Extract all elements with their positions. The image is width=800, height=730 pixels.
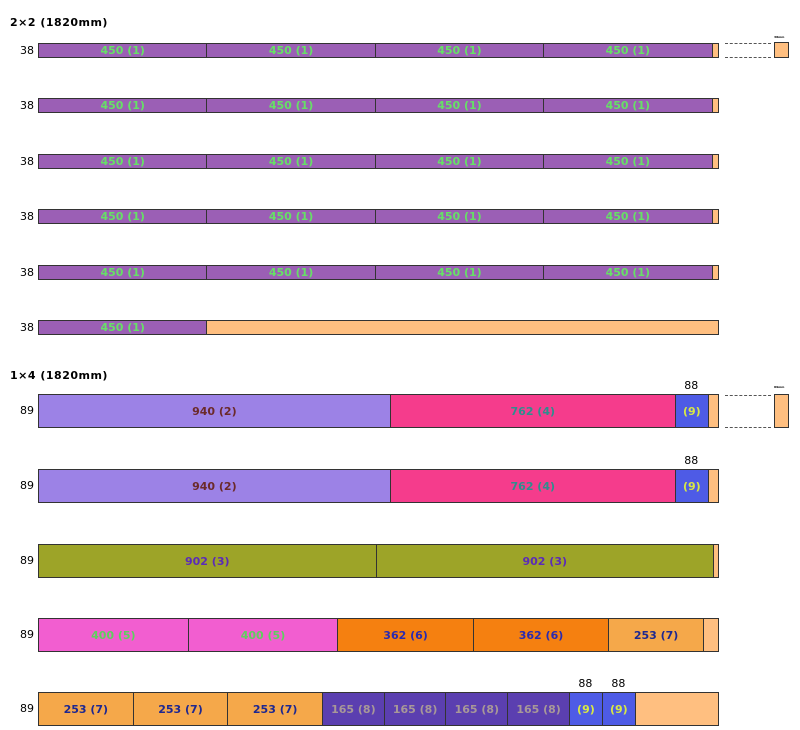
piece-length-label: 88 — [611, 677, 626, 690]
row-width-label: 89 — [20, 479, 34, 492]
section-title: 1×4 (1820mm) — [10, 369, 108, 382]
row-width-label: 38 — [20, 209, 34, 223]
row-width-label: 38 — [20, 265, 34, 279]
cut-piece: 450 (1) — [544, 44, 713, 57]
row-width-label: 89 — [20, 404, 34, 417]
cut-piece: 400 (5) — [39, 619, 189, 651]
cut-piece: 450 (1) — [544, 155, 713, 168]
cut-piece: 165 (8) — [446, 693, 509, 725]
board-bar: 450 (1) 450 (1) 450 (1) 450 (1) — [38, 265, 719, 280]
cut-piece: (9) — [569, 693, 603, 725]
row-width-label: 89 — [20, 554, 34, 567]
dashed-guide — [725, 57, 771, 58]
dashed-guide — [725, 43, 771, 44]
cut-piece: 450 (1) — [375, 44, 545, 57]
cut-piece: 450 (1) — [207, 99, 376, 112]
cut-piece: 762 (4) — [390, 395, 676, 427]
board-bar: 400 (5) 400 (5) 362 (6) 362 (6) 253 (7) — [38, 618, 719, 652]
cut-piece: 450 (1) — [375, 155, 545, 168]
board-bar: 253 (7) 253 (7) 253 (7) 165 (8) 165 (8) 165 (… — [38, 692, 719, 726]
cut-piece: 450 (1) — [39, 210, 208, 223]
piece-length-label: 88 — [578, 677, 593, 690]
row-width-label: 38 — [20, 154, 34, 168]
cut-piece: 450 (1) — [39, 44, 208, 57]
cut-piece: 400 (5) — [188, 619, 339, 651]
dashed-guide — [725, 427, 771, 428]
cut-piece: 450 (1) — [375, 210, 545, 223]
cut-piece: 450 (1) — [39, 99, 208, 112]
cut-piece: (9) — [675, 470, 709, 502]
cut-piece: 253 (7) — [39, 693, 134, 725]
cut-piece: (9) — [675, 395, 709, 427]
row-width-label: 89 — [20, 628, 34, 641]
board-bar: 450 (1) — [38, 320, 719, 335]
cut-piece: 362 (6) — [338, 619, 474, 651]
dashed-guide — [725, 395, 771, 396]
cut-piece: 902 (3) — [376, 545, 714, 577]
cut-piece: 450 (1) — [375, 99, 545, 112]
cut-piece: 253 (7) — [609, 619, 704, 651]
cut-piece: 362 (6) — [473, 619, 610, 651]
cut-piece: 450 (1) — [544, 210, 713, 223]
cut-piece: 762 (4) — [390, 470, 676, 502]
board-bar: 940 (2) 762 (4) (9) — [38, 394, 719, 428]
cut-piece: 165 (8) — [384, 693, 447, 725]
board-bar: 902 (3) 902 (3) — [38, 544, 719, 578]
cut-piece: 940 (2) — [39, 470, 391, 502]
cut-piece: 450 (1) — [39, 155, 208, 168]
cut-piece: 940 (2) — [39, 395, 391, 427]
offcut-swatch — [774, 42, 789, 58]
board-bar: 450 (1) 450 (1) 450 (1) 450 (1) — [38, 209, 719, 224]
offcut-size-label: 89mm — [774, 385, 785, 389]
offcut-size-label: 38mm — [774, 35, 785, 39]
cut-piece: 165 (8) — [508, 693, 570, 725]
cut-piece: 450 (1) — [207, 155, 376, 168]
cut-piece: (9) — [602, 693, 636, 725]
row-width-label: 38 — [20, 98, 34, 112]
piece-length-label: 88 — [684, 454, 699, 467]
cut-piece: 165 (8) — [322, 693, 385, 725]
board-bar: 450 (1) 450 (1) 450 (1) 450 (1) — [38, 43, 719, 58]
cut-piece: 450 (1) — [39, 321, 208, 334]
row-width-label: 38 — [20, 43, 34, 57]
cut-piece: 450 (1) — [544, 266, 713, 279]
cut-piece: 902 (3) — [39, 545, 377, 577]
cut-piece: 450 (1) — [207, 44, 376, 57]
cut-piece: 253 (7) — [228, 693, 323, 725]
row-width-label: 89 — [20, 702, 34, 715]
board-bar: 940 (2) 762 (4) (9) — [38, 469, 719, 503]
cut-piece: 253 (7) — [133, 693, 229, 725]
section-title: 2×2 (1820mm) — [10, 16, 108, 29]
cut-piece: 450 (1) — [207, 266, 376, 279]
piece-length-label: 88 — [684, 379, 699, 392]
row-width-label: 38 — [20, 320, 34, 334]
cut-piece: 450 (1) — [39, 266, 208, 279]
board-bar: 450 (1) 450 (1) 450 (1) 450 (1) — [38, 154, 719, 169]
offcut-swatch — [774, 394, 789, 428]
cut-piece: 450 (1) — [544, 99, 713, 112]
cut-piece: 450 (1) — [207, 210, 376, 223]
board-bar: 450 (1) 450 (1) 450 (1) 450 (1) — [38, 98, 719, 113]
cut-piece: 450 (1) — [375, 266, 545, 279]
